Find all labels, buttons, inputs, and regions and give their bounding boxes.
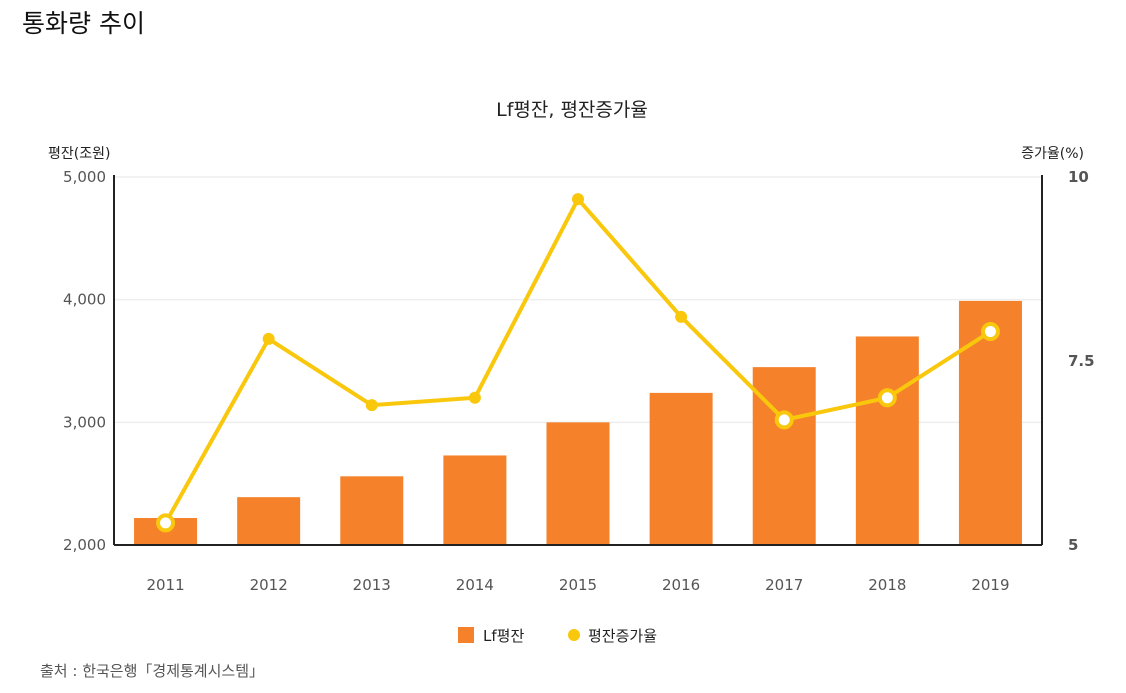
bar-2013: [340, 476, 404, 545]
page-title: 통화량 추이: [22, 9, 145, 38]
line-point-2014: [468, 391, 481, 404]
y-left-axis-title: 평잔(조원): [48, 146, 110, 162]
bar-series: [134, 300, 1022, 545]
line-point-2015: [572, 193, 584, 206]
line-point-2019: [980, 322, 1000, 342]
x-tick-label: 2013: [353, 576, 391, 594]
x-tick-label: 2019: [971, 576, 1009, 594]
bar-2019: [958, 300, 1022, 545]
y-left-tick-label: 3,000: [63, 413, 106, 431]
x-tick-label: 2011: [146, 576, 184, 594]
bar-2016: [649, 392, 713, 545]
bar-2017: [752, 367, 816, 545]
line-point-2012: [262, 332, 275, 345]
chart-title: Lf평잔, 평잔증가율: [496, 99, 648, 121]
bar-2018: [855, 336, 919, 545]
legend: Lf평잔 평잔증가율: [458, 627, 657, 645]
x-tick-label: 2012: [250, 576, 288, 594]
bar-2012: [237, 497, 301, 545]
x-tick-label: 2014: [456, 576, 494, 594]
line-point-2013: [365, 399, 378, 412]
legend-line-swatch: [568, 629, 580, 641]
x-tick-label: 2016: [662, 576, 700, 594]
line-point-2011: [156, 513, 176, 533]
legend-line-label: 평잔증가율: [588, 627, 657, 645]
y-right-axis-title: 증가율(%): [1021, 146, 1084, 162]
y-left-tick-label: 4,000: [63, 291, 106, 309]
x-tick-label: 2017: [765, 576, 803, 594]
y-right-tick-label: 7.5: [1068, 352, 1095, 370]
tick-labels: 2,000 3,000 4,000 5,000 5 7.5 10 2011 2012 2013 20…: [63, 168, 1095, 594]
x-tick-label: 2018: [868, 576, 906, 594]
legend-bar-swatch: [458, 627, 474, 643]
y-right-tick-label: 5: [1068, 536, 1078, 554]
line-point-2017: [774, 410, 794, 430]
source-note: 출처 : 한국은행「경제통계시스템」: [40, 662, 264, 680]
axes: [113, 175, 1043, 546]
line-point-2016: [675, 310, 688, 323]
line-point-2018: [877, 388, 897, 408]
y-right-tick-label: 10: [1068, 168, 1089, 186]
bar-2015: [546, 422, 610, 545]
line-series: [156, 193, 1000, 533]
bar-2014: [443, 455, 507, 545]
y-left-tick-label: 5,000: [63, 168, 106, 186]
y-left-tick-label: 2,000: [63, 536, 106, 554]
legend-bar-label: Lf평잔: [483, 627, 524, 645]
x-tick-label: 2015: [559, 576, 597, 594]
